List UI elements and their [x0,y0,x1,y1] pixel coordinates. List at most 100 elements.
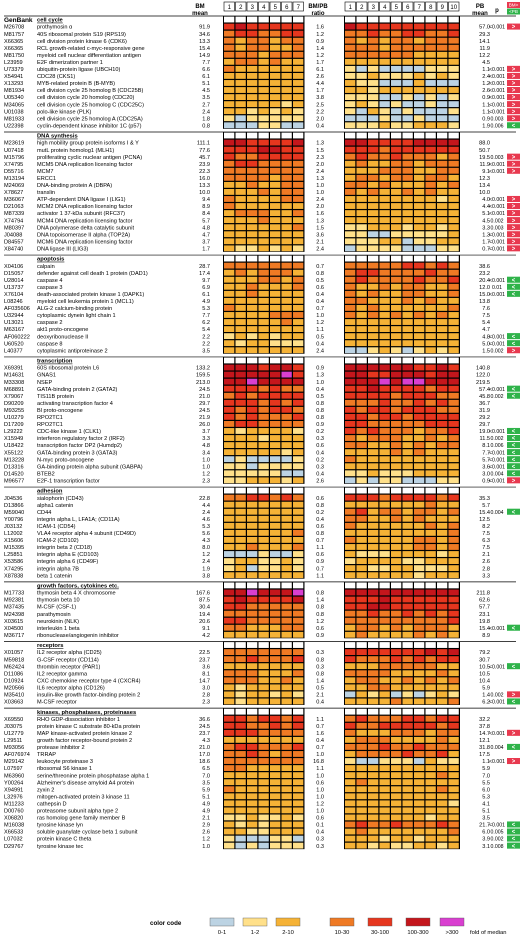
heatmap-cell [224,670,235,677]
bm-mean-value: 9.1 [202,626,210,632]
direction-symbol: > [512,67,516,73]
heatmap-cell [235,544,246,550]
heatmap-cell [437,814,448,821]
heatmap-cell [270,529,281,536]
heatmap-cell [402,238,413,245]
heatmap-cell [356,631,367,638]
heatmap-cell [368,421,379,427]
heatmap-cell [368,51,379,58]
heatmap-cell [247,174,258,181]
heatmap-cell [281,691,292,698]
genbank-accession: J03075 [4,724,22,730]
heatmap-cell [224,442,235,448]
pb-mean-value: 62.6 [479,598,490,604]
heatmap-cell [379,786,390,793]
heatmap-cell [402,203,413,209]
heatmap-cell [345,255,356,262]
heatmap-cell [437,821,448,828]
heatmap-cell [356,371,367,378]
bm-higher-marker [507,115,520,122]
heatmap-cell [345,572,356,579]
heatmap-cell [368,487,379,494]
heatmap-cell [224,80,235,86]
heatmap-cell [448,631,459,638]
heatmap-cell [391,312,402,318]
bm-higher-marker [507,210,520,217]
heatmap-cell [379,736,390,743]
heatmap-cell [293,87,304,93]
heatmap-cell [281,589,292,596]
heatmap-cell [270,842,281,849]
heatmap-cell [448,582,459,589]
heatmap-cell [425,94,436,100]
legend-label: 30-100 [371,930,389,936]
heatmap-cell [293,656,304,663]
heatmap-cell [379,297,390,304]
heatmap-cell [235,132,246,139]
genbank-accession: D13866 [4,503,24,509]
gene-description: ATP-dependent DNA ligase I (LIG1) [37,197,126,203]
direction-symbol: < [512,700,516,706]
heatmap-cell [425,842,436,849]
heatmap-cell [293,312,304,318]
heatmap-cell [356,463,367,470]
heatmap-cell [345,649,356,655]
heatmap-cell [235,189,246,195]
pb-col-box [390,1,402,12]
heatmap-cell [368,297,379,304]
direction-symbol: > [512,693,516,699]
heatmap-cell [402,290,413,297]
heatmap-cell [281,224,292,231]
heatmap-cell [391,319,402,325]
heatmap-cell [235,698,246,705]
heatmap-cell [356,582,367,589]
heatmap-cell [379,642,390,648]
bm-mean-value: 24.5 [199,724,210,730]
pb-higher-marker [507,456,520,463]
heatmap-cell [281,132,292,139]
heatmap-cell [258,835,269,842]
heatmap-cell [402,814,413,821]
heatmap-cell [368,470,379,477]
heatmap-cell [293,828,304,835]
pb-higher-marker [507,624,520,631]
genbank-accession: M92381 [4,598,24,604]
bm-pb-ratio-value: 0.4 [316,830,324,836]
heatmap-cell [448,814,459,821]
heatmap-cell [345,765,356,771]
heatmap-cell [437,357,448,364]
legend-label: 1-2 [251,930,259,936]
genbank-accession: L23959 [4,60,23,66]
heatmap-cell [368,642,379,648]
heatmap-cell [402,828,413,835]
heatmap-cell [379,231,390,238]
bm-pb-ratio-value: 0.1 [316,823,324,829]
heatmap-cell [345,189,356,195]
bm-mean-value: 24.5 [199,408,210,414]
bm-pb-ratio-value: 2.4 [316,197,324,203]
heatmap-cell [402,283,413,290]
bm-pb-ratio-value: 1.1 [316,545,324,551]
bm-col-label: 6 [285,5,289,11]
heatmap-cell [402,758,413,764]
genbank-accession: D21063 [4,204,24,210]
heatmap-cell [345,508,356,515]
heatmap-cell [368,582,379,589]
heatmap-cell [345,167,356,174]
heatmap-cell [379,631,390,638]
heatmap-cell [414,537,425,543]
heatmap-cell [425,456,436,463]
heatmap-cell [448,751,459,757]
legend-swatch [329,917,355,927]
heatmap-cell [402,617,413,624]
heatmap-cell [247,115,258,122]
heatmap-cell [345,276,356,283]
heatmap-cell [437,529,448,536]
heatmap-cell [293,238,304,245]
heatmap-cell [368,203,379,209]
heatmap-cell [414,558,425,564]
gene-description: Bl proto-oncogene [37,408,83,414]
heatmap-cell [448,821,459,828]
heatmap-cell [281,522,292,529]
heatmap-cell [345,217,356,224]
